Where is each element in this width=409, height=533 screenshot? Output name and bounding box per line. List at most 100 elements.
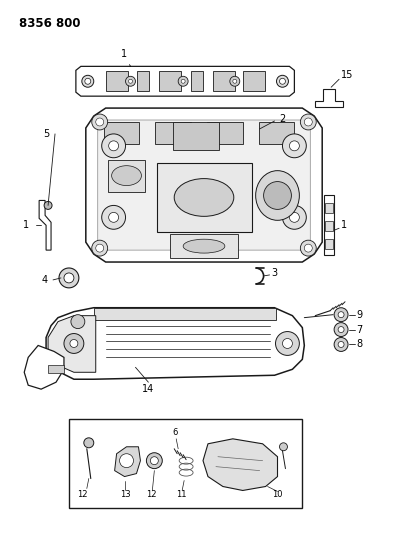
Ellipse shape [183,239,224,253]
Polygon shape [39,200,51,250]
Circle shape [300,240,315,256]
Circle shape [146,453,162,469]
Bar [173,122,218,150]
Polygon shape [24,345,64,389]
Circle shape [181,79,185,83]
Bar [137,71,149,91]
Circle shape [101,205,125,229]
Ellipse shape [111,166,141,185]
Circle shape [96,118,103,126]
Circle shape [282,134,306,158]
Circle shape [83,438,94,448]
Circle shape [282,338,292,349]
Bar [324,239,333,249]
Polygon shape [202,439,277,490]
Circle shape [108,141,118,151]
Bar [207,122,242,144]
Polygon shape [115,447,140,477]
Text: 2: 2 [279,114,285,124]
Polygon shape [46,308,303,379]
Circle shape [125,76,135,86]
Text: 1: 1 [23,220,29,230]
Text: 12: 12 [76,490,87,499]
Circle shape [96,244,103,252]
Text: 15: 15 [340,70,353,80]
Circle shape [279,78,285,84]
Circle shape [128,79,132,83]
Circle shape [70,340,78,348]
Circle shape [337,342,343,348]
Text: 14: 14 [142,384,154,394]
Bar [191,71,202,91]
Polygon shape [324,196,333,255]
Text: 1: 1 [340,220,346,230]
Circle shape [44,201,52,209]
Polygon shape [48,316,96,372]
Bar [108,160,145,191]
Bar [69,419,301,508]
Bar [157,163,251,232]
Polygon shape [76,67,294,96]
Polygon shape [85,108,321,262]
Circle shape [178,76,188,86]
Circle shape [101,134,125,158]
Bar [324,204,333,213]
Bar [242,71,264,91]
Text: 7: 7 [355,325,361,335]
Text: 5: 5 [43,129,49,139]
Circle shape [276,75,288,87]
Circle shape [303,244,312,252]
Text: 9: 9 [355,310,361,320]
Text: 10: 10 [272,490,282,499]
Text: 8: 8 [355,340,361,350]
Circle shape [300,114,315,130]
Circle shape [275,332,299,356]
Circle shape [71,314,85,328]
Circle shape [282,205,306,229]
Ellipse shape [174,179,233,216]
Circle shape [279,443,287,451]
Circle shape [333,308,347,321]
Bar [106,71,127,91]
Circle shape [289,141,299,151]
Circle shape [119,454,133,467]
Circle shape [337,327,343,333]
Bar [103,122,139,144]
Circle shape [333,337,347,351]
Circle shape [232,79,236,83]
Circle shape [108,212,118,222]
Circle shape [150,457,158,465]
Bar [258,122,294,144]
Text: 11: 11 [176,490,186,499]
Bar [155,122,191,144]
Circle shape [64,273,74,283]
Text: 1: 1 [120,50,130,67]
Bar [212,71,234,91]
Circle shape [85,78,90,84]
Bar [170,234,237,258]
Bar [324,221,333,231]
Text: 4: 4 [41,275,47,285]
Circle shape [337,312,343,318]
Circle shape [82,75,94,87]
Text: 13: 13 [120,490,131,499]
Bar [48,365,64,373]
Text: 12: 12 [146,490,157,499]
Circle shape [92,240,108,256]
Text: 6: 6 [172,429,177,438]
Circle shape [333,322,347,336]
Polygon shape [97,120,310,250]
Circle shape [289,212,299,222]
Bar [159,71,181,91]
Circle shape [64,334,83,353]
Circle shape [263,182,291,209]
Polygon shape [315,89,342,107]
Circle shape [92,114,108,130]
Ellipse shape [255,171,299,220]
Circle shape [59,268,79,288]
Circle shape [229,76,239,86]
Text: 3: 3 [271,268,277,278]
Circle shape [303,118,312,126]
Text: 8356 800: 8356 800 [19,17,81,30]
Bar [94,308,275,320]
